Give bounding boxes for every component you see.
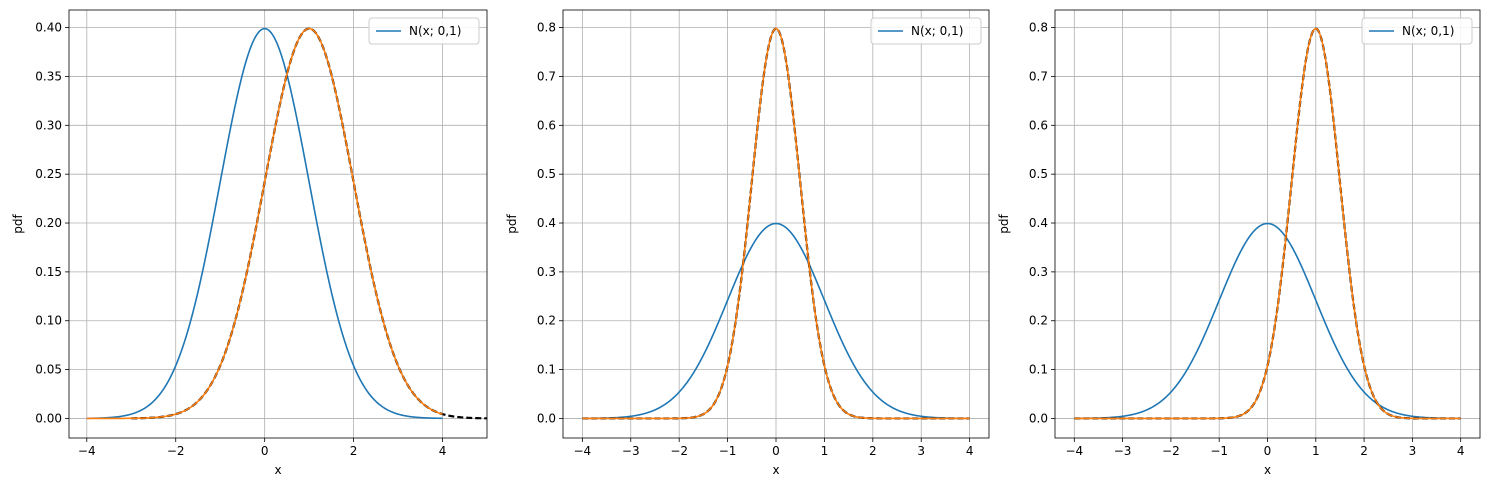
- subplot-2: −4 −3 −2 −1 0 1 2 3 4 0.0 0.1 0.2 0.3 0.4 0.5 0.6 0.7 0.8…: [505, 9, 990, 477]
- y-tick-label: 0.6: [537, 118, 556, 132]
- x-axis-label: x: [274, 463, 281, 477]
- legend-box: [368, 17, 480, 45]
- y-tick-label: 0.7: [1029, 69, 1048, 83]
- x-tick-label: 4: [439, 444, 447, 458]
- x-tick-label: 4: [1457, 444, 1465, 458]
- legend-label: N(x; 0,1): [409, 24, 461, 38]
- x-tick-label: −4: [574, 444, 592, 458]
- x-tick-label: 4: [966, 444, 974, 458]
- x-axis-label: x: [1264, 463, 1271, 477]
- y-tick-label: 0.0: [1029, 411, 1048, 425]
- x-tick-label: −4: [1065, 444, 1083, 458]
- series-line-3: [582, 27, 970, 420]
- y-tick-label: 0.00: [35, 411, 62, 425]
- y-tick-label: 0.4: [1029, 216, 1048, 230]
- x-axis-label: x: [772, 463, 779, 477]
- x-tick-label: 0: [261, 444, 269, 458]
- series-line-2: [131, 27, 487, 420]
- y-tick-label: 0.7: [537, 69, 556, 83]
- y-tick-label: 0.6: [1029, 118, 1048, 132]
- x-tick-label: 0: [1264, 444, 1272, 458]
- y-axis-label: pdf: [11, 214, 25, 234]
- x-tick-label: −3: [1114, 444, 1132, 458]
- grid: [1055, 10, 1480, 438]
- series-line-3: [1074, 27, 1461, 420]
- series-group: [582, 27, 970, 420]
- legend: N(x; 0,1): [870, 17, 982, 45]
- y-tick-label: 0.30: [35, 118, 62, 132]
- y-axis-label: pdf: [997, 214, 1011, 234]
- x-tick-label: 2: [869, 444, 877, 458]
- x-tick-label: 1: [1312, 444, 1320, 458]
- y-tick-label: 0.2: [537, 314, 556, 328]
- legend: N(x; 0,1): [368, 17, 480, 45]
- series-group: [1074, 27, 1461, 420]
- y-tick-label: 0.5: [1029, 167, 1048, 181]
- x-tick-label: 2: [350, 444, 358, 458]
- x-tick-label: −1: [1210, 444, 1228, 458]
- x-tick-label: −2: [670, 444, 688, 458]
- subplot-1: −4 −2 0 2 4 0.00 0.05 0.10 0.15 0.20 0.25 0.30 0.35 0…: [11, 9, 488, 477]
- legend: N(x; 0,1): [1361, 17, 1473, 45]
- x-tick-label: −3: [622, 444, 640, 458]
- series-line-1: [1074, 222, 1461, 420]
- y-tick-label: 0.1: [1029, 363, 1048, 377]
- y-tick-label: 0.05: [35, 363, 62, 377]
- legend-label: N(x; 0,1): [911, 24, 963, 38]
- x-tick-label: −4: [78, 444, 96, 458]
- y-tick-label: 0.20: [35, 216, 62, 230]
- x-tick-label: 3: [917, 444, 925, 458]
- grid: [69, 10, 487, 438]
- y-tick-label: 0.0: [537, 411, 556, 425]
- x-tick-label: 2: [1360, 444, 1368, 458]
- y-tick-label: 0.8: [1029, 21, 1048, 35]
- x-tick-label: 1: [821, 444, 829, 458]
- y-tick-label: 0.15: [35, 265, 62, 279]
- y-tick-label: 0.1: [537, 363, 556, 377]
- legend-box: [870, 17, 982, 45]
- y-tick-label: 0.10: [35, 314, 62, 328]
- x-tick-label: −1: [719, 444, 737, 458]
- x-tick-label: 3: [1409, 444, 1417, 458]
- y-tick-label: 0.2: [1029, 314, 1048, 328]
- y-tick-label: 0.8: [537, 21, 556, 35]
- x-tick-label: 0: [772, 444, 780, 458]
- y-tick-label: 0.35: [35, 69, 62, 83]
- subplot-3: −4 −3 −2 −1 0 1 2 3 4 0.0 0.1 0.2 0.3 0.4 0.5 0.6 0.7 0.8…: [997, 9, 1481, 477]
- axes-frame: [68, 9, 488, 439]
- series-line-3: [86, 27, 443, 420]
- y-tick-label: 0.25: [35, 167, 62, 181]
- legend-label: N(x; 0,1): [1402, 24, 1454, 38]
- x-tick-label: −2: [167, 444, 185, 458]
- series-group: [86, 27, 487, 420]
- y-tick-label: 0.3: [537, 265, 556, 279]
- y-tick-label: 0.4: [537, 216, 556, 230]
- x-tick-label: −2: [1162, 444, 1180, 458]
- series-line-1: [582, 222, 970, 420]
- y-tick-label: 0.40: [35, 21, 62, 35]
- y-tick-label: 0.5: [537, 167, 556, 181]
- legend-box: [1361, 17, 1473, 45]
- y-axis-label: pdf: [505, 214, 519, 234]
- y-tick-label: 0.3: [1029, 265, 1048, 279]
- series-line-1: [86, 27, 443, 420]
